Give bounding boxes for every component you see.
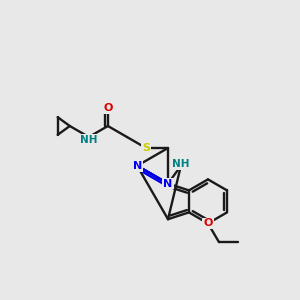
Text: NH: NH [172, 159, 190, 169]
Text: S: S [142, 143, 150, 153]
Text: N: N [133, 161, 142, 171]
Text: NH: NH [80, 135, 98, 145]
Text: N: N [133, 161, 142, 171]
Text: N: N [164, 178, 172, 189]
Text: O: O [203, 218, 213, 228]
Text: O: O [103, 103, 112, 113]
